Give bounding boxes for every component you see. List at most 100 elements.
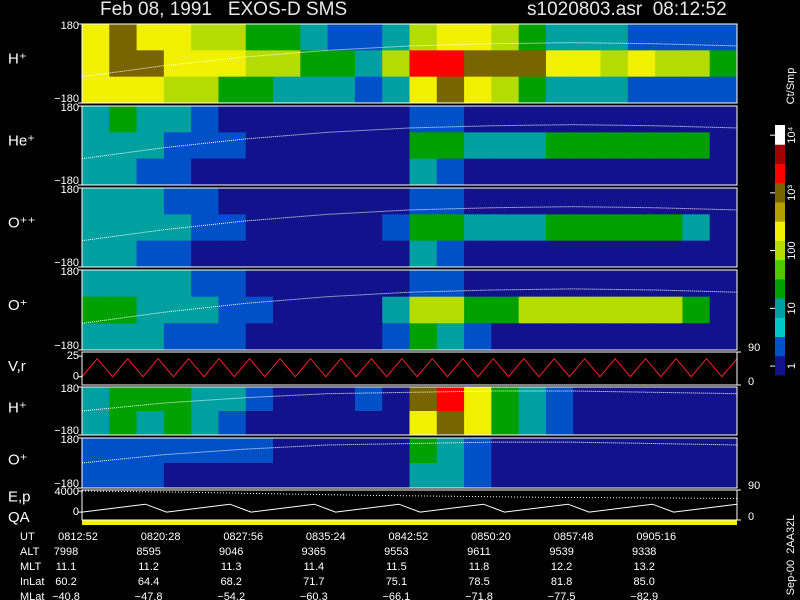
cell: 8595 <box>136 546 160 558</box>
heatmap-cell <box>600 24 629 51</box>
heatmap-cell <box>682 188 711 215</box>
heatmap-cell <box>191 158 219 186</box>
heatmap-cell <box>218 240 247 268</box>
heatmap-cell <box>545 106 574 133</box>
y-tick-label: −180 <box>54 257 79 269</box>
y-tick-label: −180 <box>54 478 79 490</box>
heatmap-cell <box>464 296 492 324</box>
heatmap-cell <box>409 463 438 489</box>
heatmap-cell <box>518 106 547 133</box>
cell: 85.0 <box>633 576 654 588</box>
heatmap-cell <box>464 188 492 215</box>
heatmap-cell <box>218 158 247 186</box>
heatmap-cell <box>354 106 383 133</box>
heatmap-cell <box>191 270 219 298</box>
heatmap-cell <box>682 76 711 104</box>
heatmap-cell <box>136 270 165 298</box>
heatmap-cell <box>136 76 165 104</box>
cell: 11.2 <box>138 561 159 573</box>
heatmap-cell <box>573 463 602 489</box>
heatmap-cell <box>273 24 301 51</box>
heatmap-cell <box>245 323 274 351</box>
heatmap-cell <box>464 132 492 160</box>
heatmap-cell <box>709 296 738 324</box>
heatmap-cell <box>273 463 301 489</box>
heatmap-cell <box>682 463 711 489</box>
heatmap-cell <box>709 188 738 215</box>
heatmap-cell <box>655 438 683 464</box>
heatmap-cell <box>436 24 465 51</box>
heatmap-cell <box>436 158 465 186</box>
colorbar-tick-label: 10⁴ <box>786 126 798 143</box>
heatmap-cell <box>464 76 492 104</box>
heatmap-cell <box>600 132 629 160</box>
heatmap-cell <box>682 158 711 186</box>
heatmap-cell <box>218 24 247 51</box>
heatmap-cell <box>709 463 738 489</box>
heatmap-cell <box>300 50 329 78</box>
heatmap-cell <box>136 24 165 51</box>
heatmap-cell <box>354 158 383 186</box>
heatmap-cell <box>464 24 492 51</box>
heatmap-cell <box>327 24 356 51</box>
colorbar-cell <box>775 201 785 222</box>
cell: 0842:52 <box>389 531 429 543</box>
heatmap-cell <box>109 76 138 104</box>
heatmap-cell <box>163 188 192 215</box>
heatmap-cell <box>354 387 383 412</box>
heatmap-cell <box>245 438 274 464</box>
heatmap-cell <box>300 411 329 436</box>
heatmap-cell <box>273 411 301 436</box>
heatmap-cell <box>518 240 547 268</box>
heatmap-cell <box>245 50 274 78</box>
heatmap-cell <box>218 50 247 78</box>
cell: 9611 <box>467 546 491 558</box>
heatmap-cell <box>709 323 738 351</box>
cell: 13.2 <box>633 561 654 573</box>
pitch-curve <box>81 390 738 412</box>
heatmap-cell <box>709 438 738 464</box>
row-label: MLT <box>20 561 41 573</box>
heatmap-cell <box>573 158 602 186</box>
row-label: MLat <box>20 591 44 600</box>
heatmap-cell <box>382 106 410 133</box>
heatmap-cell <box>191 188 219 215</box>
cell: 64.4 <box>138 576 159 588</box>
heatmap-cell <box>682 132 711 160</box>
panel-background <box>82 490 737 520</box>
heatmap-cell <box>109 240 138 268</box>
heatmap-cell <box>573 132 602 160</box>
heatmap-cell <box>409 438 438 464</box>
heatmap-cell <box>600 296 629 324</box>
heatmap-cell <box>273 438 301 464</box>
heatmap-cell <box>491 463 520 489</box>
heatmap-cell <box>518 296 547 324</box>
heatmap-cell <box>627 106 656 133</box>
cell: 71.7 <box>303 576 324 588</box>
heatmap-cell <box>109 438 138 464</box>
panel-frame <box>81 23 738 104</box>
heatmap-cell <box>491 240 520 268</box>
heatmap-cell <box>436 240 465 268</box>
heatmap-cell <box>545 24 574 51</box>
heatmap-cell <box>709 24 738 51</box>
heatmap-cell <box>436 438 465 464</box>
heatmap-cell <box>682 438 711 464</box>
colorbar-cell <box>775 163 785 184</box>
heatmap-cell <box>136 106 165 133</box>
pitch-curve <box>81 288 738 324</box>
heatmap-cell <box>218 411 247 436</box>
heatmap-cell <box>327 463 356 489</box>
y2-tick-label: 90 <box>748 480 760 492</box>
heatmap-cell <box>545 158 574 186</box>
heatmap-cell <box>464 240 492 268</box>
heatmap-cell <box>436 188 465 215</box>
heatmap-cell <box>136 240 165 268</box>
row-label: InLat <box>20 576 44 588</box>
heatmap-cell <box>682 411 711 436</box>
y2-tick-label: 0 <box>748 511 754 523</box>
heatmap-cell <box>655 214 683 242</box>
heatmap-cell <box>191 106 219 133</box>
heatmap-cell <box>491 323 520 351</box>
